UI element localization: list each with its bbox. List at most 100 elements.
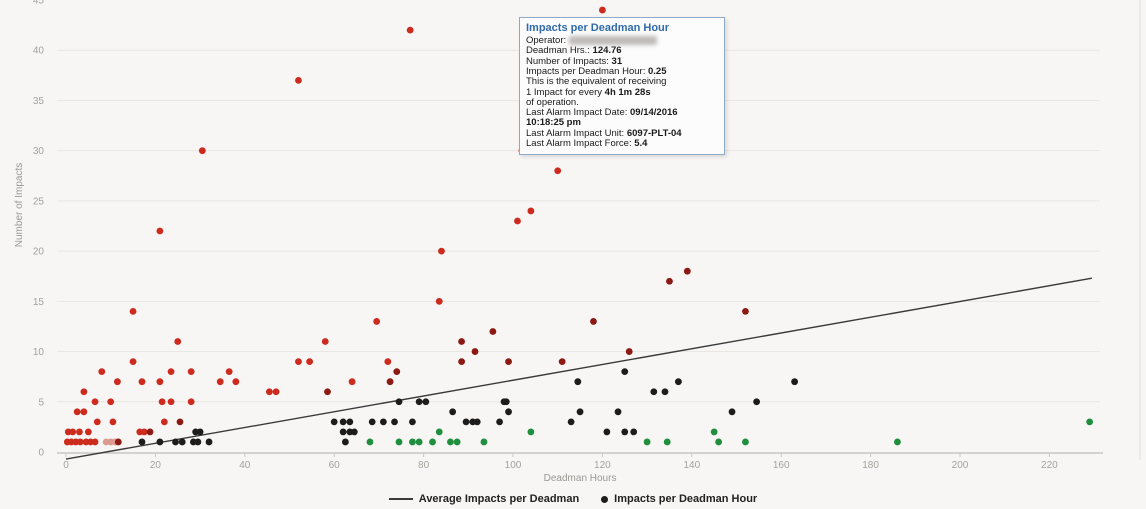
data-point-red[interactable] [160,418,168,426]
data-point-red[interactable] [438,247,445,255]
data-point-red[interactable] [295,76,302,84]
data-point-red[interactable] [76,428,83,436]
data-point-black[interactable] [346,418,354,426]
data-point-red[interactable] [129,307,137,315]
data-point-black[interactable] [379,418,387,426]
data-point-green[interactable] [742,438,749,446]
data-point-green[interactable] [435,428,443,436]
data-point-black[interactable] [621,368,629,376]
data-point-black[interactable] [138,438,146,446]
data-point-green[interactable] [453,438,461,446]
data-point-red[interactable] [69,428,77,436]
data-point-black[interactable] [391,418,398,426]
data-point-black[interactable] [567,418,575,426]
data-point-red[interactable] [265,388,273,396]
data-point-black[interactable] [728,408,736,416]
data-point-red[interactable] [98,368,106,376]
data-point-dark_red[interactable] [489,328,497,335]
data-point-dark_red[interactable] [386,378,394,386]
data-point-red[interactable] [80,388,88,396]
data-point-red[interactable] [406,26,414,34]
data-point-green[interactable] [527,428,535,436]
data-point-red[interactable] [348,378,356,386]
data-point-green[interactable] [415,438,423,446]
data-point-black[interactable] [409,418,416,426]
data-point-black[interactable] [614,408,622,416]
data-point-red[interactable] [187,368,195,376]
data-point-red[interactable] [80,408,88,416]
data-point-red[interactable] [232,378,240,386]
data-point-black[interactable] [462,418,470,426]
data-point-black[interactable] [473,418,481,426]
data-point-black[interactable] [172,438,179,446]
data-point-red[interactable] [198,147,206,155]
data-point-red[interactable] [514,217,521,225]
data-point-dark_red[interactable] [683,267,691,275]
data-point-red[interactable] [187,398,195,406]
data-point-red[interactable] [272,388,280,396]
data-point-red[interactable] [174,338,182,345]
data-point-red[interactable] [156,227,164,235]
data-point-green[interactable] [1086,418,1094,426]
data-point-black[interactable] [196,428,204,436]
data-point-black[interactable] [341,438,349,446]
data-point-red[interactable] [84,428,92,436]
data-point-red[interactable] [107,398,115,406]
data-point-red[interactable] [167,398,175,406]
data-point-red[interactable] [527,207,535,215]
data-point-red[interactable] [435,297,443,305]
average-trend-line[interactable] [65,277,1092,460]
data-point-green[interactable] [366,438,374,446]
data-point-green[interactable] [663,438,671,446]
data-point-green[interactable] [894,438,901,446]
data-point-red[interactable] [599,6,606,14]
legend-item-impacts-dots[interactable]: Impacts per Deadman Hour [601,493,757,505]
data-point-red[interactable] [109,418,117,426]
data-point-black[interactable] [574,378,582,386]
data-point-red[interactable] [140,428,148,436]
data-point-dark_red[interactable] [742,307,749,315]
data-point-dark_red[interactable] [458,358,465,366]
data-point-black[interactable] [449,408,457,416]
data-point-black[interactable] [415,398,423,406]
data-point-red[interactable] [91,438,99,446]
data-point-red[interactable] [373,318,381,325]
data-point-red[interactable] [91,398,99,406]
data-point-red[interactable] [73,408,81,416]
data-point-dark_red[interactable] [505,358,512,366]
data-point-black[interactable] [395,398,403,406]
data-point-black[interactable] [178,438,186,446]
data-point-red[interactable] [384,358,392,366]
data-point-dark_red[interactable] [146,428,154,436]
data-point-dark_red[interactable] [114,438,122,446]
data-point-green[interactable] [429,438,436,446]
data-point-green[interactable] [480,438,488,446]
data-point-red[interactable] [225,368,233,376]
data-point-dark_red[interactable] [666,277,673,285]
data-point-black[interactable] [496,418,503,426]
data-point-black[interactable] [791,378,799,386]
data-point-black[interactable] [339,418,347,426]
data-point-green[interactable] [643,438,651,446]
data-point-red[interactable] [76,438,84,446]
data-point-green[interactable] [409,438,416,446]
data-point-green[interactable] [715,438,723,446]
data-point-black[interactable] [205,438,213,446]
data-point-black[interactable] [339,428,347,436]
data-point-black[interactable] [661,388,669,396]
data-point-red[interactable] [554,167,562,175]
data-point-red[interactable] [321,338,329,345]
data-point-black[interactable] [368,418,376,426]
data-point-green[interactable] [395,438,403,446]
data-point-dark_red[interactable] [625,348,633,355]
data-point-red[interactable] [129,358,137,366]
data-point-black[interactable] [156,438,164,446]
data-point-black[interactable] [502,398,510,406]
data-point-dark_red[interactable] [458,338,465,345]
legend-item-average-line[interactable]: Average Impacts per Deadman [388,493,579,505]
data-point-black[interactable] [603,428,611,436]
data-point-dark_red[interactable] [471,348,479,355]
data-point-dark_red[interactable] [393,368,401,376]
data-point-dark_red[interactable] [324,388,331,396]
data-point-dark_red[interactable] [558,358,566,366]
